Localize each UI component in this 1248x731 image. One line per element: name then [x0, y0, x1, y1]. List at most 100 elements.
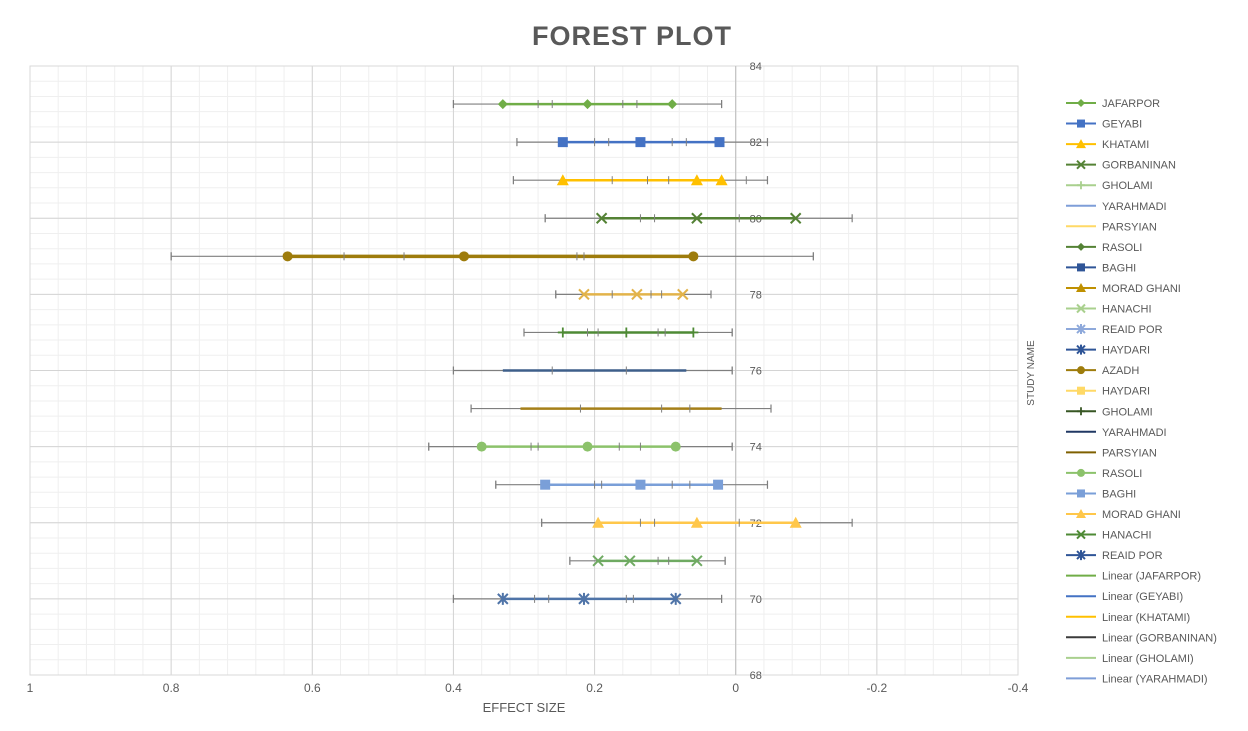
x-tick-label: 0.2: [586, 681, 603, 695]
legend-entry: HAYDARI: [1066, 344, 1150, 357]
data-point: [635, 137, 646, 148]
x-tick-label: 0.6: [304, 681, 321, 695]
legend-entry: Linear (GORBANINAN): [1066, 632, 1217, 644]
study-row: [512, 174, 769, 186]
legend-label: REAID POR: [1102, 324, 1163, 336]
legend-entry: Linear (JAFARPOR): [1066, 571, 1201, 583]
data-point: [1077, 366, 1085, 375]
data-point: [540, 479, 551, 490]
data-point: [1077, 468, 1085, 477]
legend-label: GORBANINAN: [1102, 160, 1176, 172]
data-point: [1077, 119, 1085, 128]
x-tick-label: -0.2: [867, 681, 888, 695]
legend-entry: GHOLAMI: [1066, 406, 1153, 418]
data-point: [497, 99, 508, 110]
data-point: [476, 441, 487, 452]
x-axis-label: EFFECT SIZE: [483, 700, 566, 715]
data-point: [592, 516, 605, 528]
legend-label: YARAHMADI: [1102, 427, 1167, 439]
y-axis-label: STUDY NAME: [1026, 340, 1037, 406]
study-row: [495, 479, 769, 490]
legend-label: YARAHMADI: [1102, 201, 1167, 213]
legend-entry: GEYABI: [1066, 119, 1142, 131]
legend-label: REAID POR: [1102, 550, 1163, 562]
data-point: [789, 212, 802, 224]
data-point: [1076, 509, 1086, 518]
x-tick-label: 0: [732, 681, 739, 695]
x-tick-label: 0.8: [163, 681, 180, 695]
data-point: [691, 212, 703, 224]
legend-entry: REAID POR: [1066, 324, 1163, 336]
legend-label: GHOLAMI: [1102, 180, 1153, 192]
y-tick-label: 70: [750, 594, 762, 606]
legend-label: GEYABI: [1102, 119, 1142, 131]
data-point: [582, 99, 593, 110]
data-point: [690, 174, 703, 186]
data-point: [670, 441, 681, 452]
legend-label: Linear (GHOLAMI): [1102, 653, 1194, 665]
legend-label: HAYDARI: [1102, 386, 1150, 398]
legend-entry: Linear (GHOLAMI): [1066, 653, 1194, 665]
legend-entry: AZADH: [1066, 365, 1139, 377]
legend-entry: GHOLAMI: [1066, 180, 1153, 192]
data-point: [677, 288, 689, 301]
data-point: [459, 251, 470, 262]
data-series: [170, 99, 853, 605]
legend-entry: MORAD GHANI: [1066, 509, 1181, 521]
legend-entry: YARAHMADI: [1066, 201, 1167, 213]
legend-entry: KHATAMI: [1066, 139, 1149, 151]
legend: JAFARPOR GEYABI KHATAMI GORBANINAN GHOLAMI YA…: [1066, 98, 1217, 685]
study-row: [541, 516, 853, 528]
legend-label: PARSYIAN: [1102, 447, 1157, 459]
legend-label: KHATAMI: [1102, 139, 1149, 151]
data-point: [624, 555, 636, 567]
legend-entry: BAGHI: [1066, 488, 1136, 500]
study-row: [555, 288, 712, 301]
legend-entry: HANACHI: [1066, 530, 1152, 542]
data-point: [621, 327, 632, 338]
legend-entry: BAGHI: [1066, 262, 1136, 274]
legend-label: Linear (YARAHMADI): [1102, 673, 1208, 685]
data-point: [1077, 242, 1085, 251]
data-point: [578, 592, 590, 605]
y-tick-label: 78: [750, 289, 762, 301]
data-point: [691, 555, 703, 567]
legend-entry: GORBANINAN: [1066, 160, 1176, 172]
legend-entry: RASOLI: [1066, 468, 1142, 480]
data-point: [789, 516, 802, 528]
study-row: [452, 592, 723, 605]
data-point: [556, 174, 569, 186]
legend-entry: PARSYIAN: [1066, 447, 1157, 459]
legend-label: Linear (KHATAMI): [1102, 612, 1190, 624]
legend-entry: YARAHMADI: [1066, 427, 1167, 439]
y-tick-label: 82: [750, 137, 762, 149]
study-row: [428, 441, 733, 452]
study-row: [523, 327, 733, 338]
legend-label: Linear (GEYABI): [1102, 591, 1183, 603]
data-point: [497, 592, 509, 605]
legend-entry: HANACHI: [1066, 304, 1152, 316]
data-point: [1077, 407, 1085, 416]
y-tick-label: 84: [750, 61, 762, 73]
legend-label: BAGHI: [1102, 488, 1136, 500]
data-point: [714, 137, 725, 148]
legend-entry: HAYDARI: [1066, 386, 1150, 398]
data-point: [557, 327, 568, 338]
data-point: [1076, 529, 1086, 540]
legend-label: Linear (GORBANINAN): [1102, 632, 1217, 644]
legend-entry: JAFARPOR: [1066, 98, 1160, 110]
study-row: [569, 555, 726, 567]
study-row: [452, 99, 723, 110]
axes: 10.80.60.40.20-0.2-0.4848280787674727068: [27, 61, 1029, 695]
legend-label: GHOLAMI: [1102, 406, 1153, 418]
data-point: [1076, 550, 1086, 561]
legend-label: PARSYIAN: [1102, 221, 1157, 233]
data-point: [635, 479, 646, 490]
legend-entry: Linear (YARAHMADI): [1066, 673, 1208, 685]
data-point: [1076, 282, 1086, 292]
data-point: [1076, 324, 1086, 335]
legend-label: RASOLI: [1102, 242, 1142, 254]
legend-label: JAFARPOR: [1102, 98, 1160, 110]
